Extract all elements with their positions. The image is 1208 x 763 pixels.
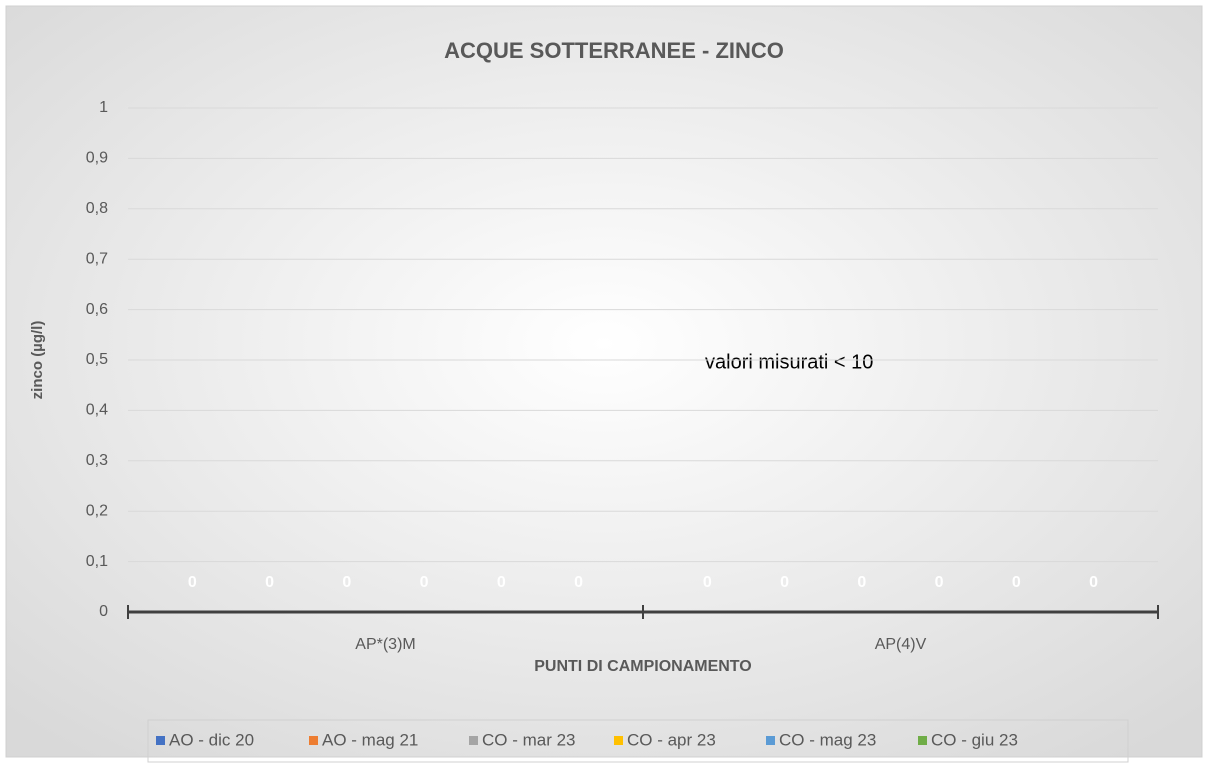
legend-box <box>147 719 1129 763</box>
legend-marker <box>918 736 927 745</box>
legend-marker <box>614 736 623 745</box>
y-tick-label: 0,4 <box>86 402 108 419</box>
legend-label: AO - mag 21 <box>322 730 418 749</box>
legend-marker <box>156 736 165 745</box>
y-tick-label: 0,8 <box>86 200 108 217</box>
chart-title: ACQUE SOTTERRANEE - ZINCO <box>444 38 784 63</box>
y-tick-label: 0,2 <box>86 502 108 519</box>
chart-background <box>5 5 1203 758</box>
legend-marker <box>469 736 478 745</box>
legend-label: CO - mag 23 <box>779 730 876 749</box>
data-label: 0 <box>857 574 866 591</box>
data-label: 0 <box>1012 574 1021 591</box>
data-label: 0 <box>265 574 274 591</box>
y-axis-title: zinco (µg/l) <box>29 321 46 400</box>
y-tick-label: 0,5 <box>86 351 108 368</box>
data-label: 0 <box>497 574 506 591</box>
annotation: valori misurati < 10 <box>705 351 873 373</box>
y-tick-label: 0,1 <box>86 553 108 570</box>
y-tick-label: 0,9 <box>86 150 108 167</box>
legend-marker <box>309 736 318 745</box>
y-tick-label: 0,7 <box>86 250 108 267</box>
data-label: 0 <box>780 574 789 591</box>
y-tick-label: 1 <box>99 99 108 116</box>
legend-marker <box>766 736 775 745</box>
legend-label: CO - giu 23 <box>931 730 1018 749</box>
x-axis-title: PUNTI DI CAMPIONAMENTO <box>534 658 751 675</box>
x-tick-label: AP*(3)M <box>355 636 415 653</box>
data-label: 0 <box>574 574 583 591</box>
data-label: 0 <box>420 574 429 591</box>
y-tick-label: 0,6 <box>86 301 108 318</box>
x-tick-label: AP(4)V <box>875 636 927 653</box>
data-label: 0 <box>703 574 712 591</box>
y-tick-label: 0 <box>99 603 108 620</box>
legend-label: CO - apr 23 <box>627 730 716 749</box>
data-label: 0 <box>935 574 944 591</box>
legend-label: CO - mar 23 <box>482 730 576 749</box>
y-tick-label: 0,3 <box>86 452 108 469</box>
legend-label: AO - dic 20 <box>169 730 254 749</box>
data-label: 0 <box>342 574 351 591</box>
data-label: 0 <box>188 574 197 591</box>
data-label: 0 <box>1089 574 1098 591</box>
